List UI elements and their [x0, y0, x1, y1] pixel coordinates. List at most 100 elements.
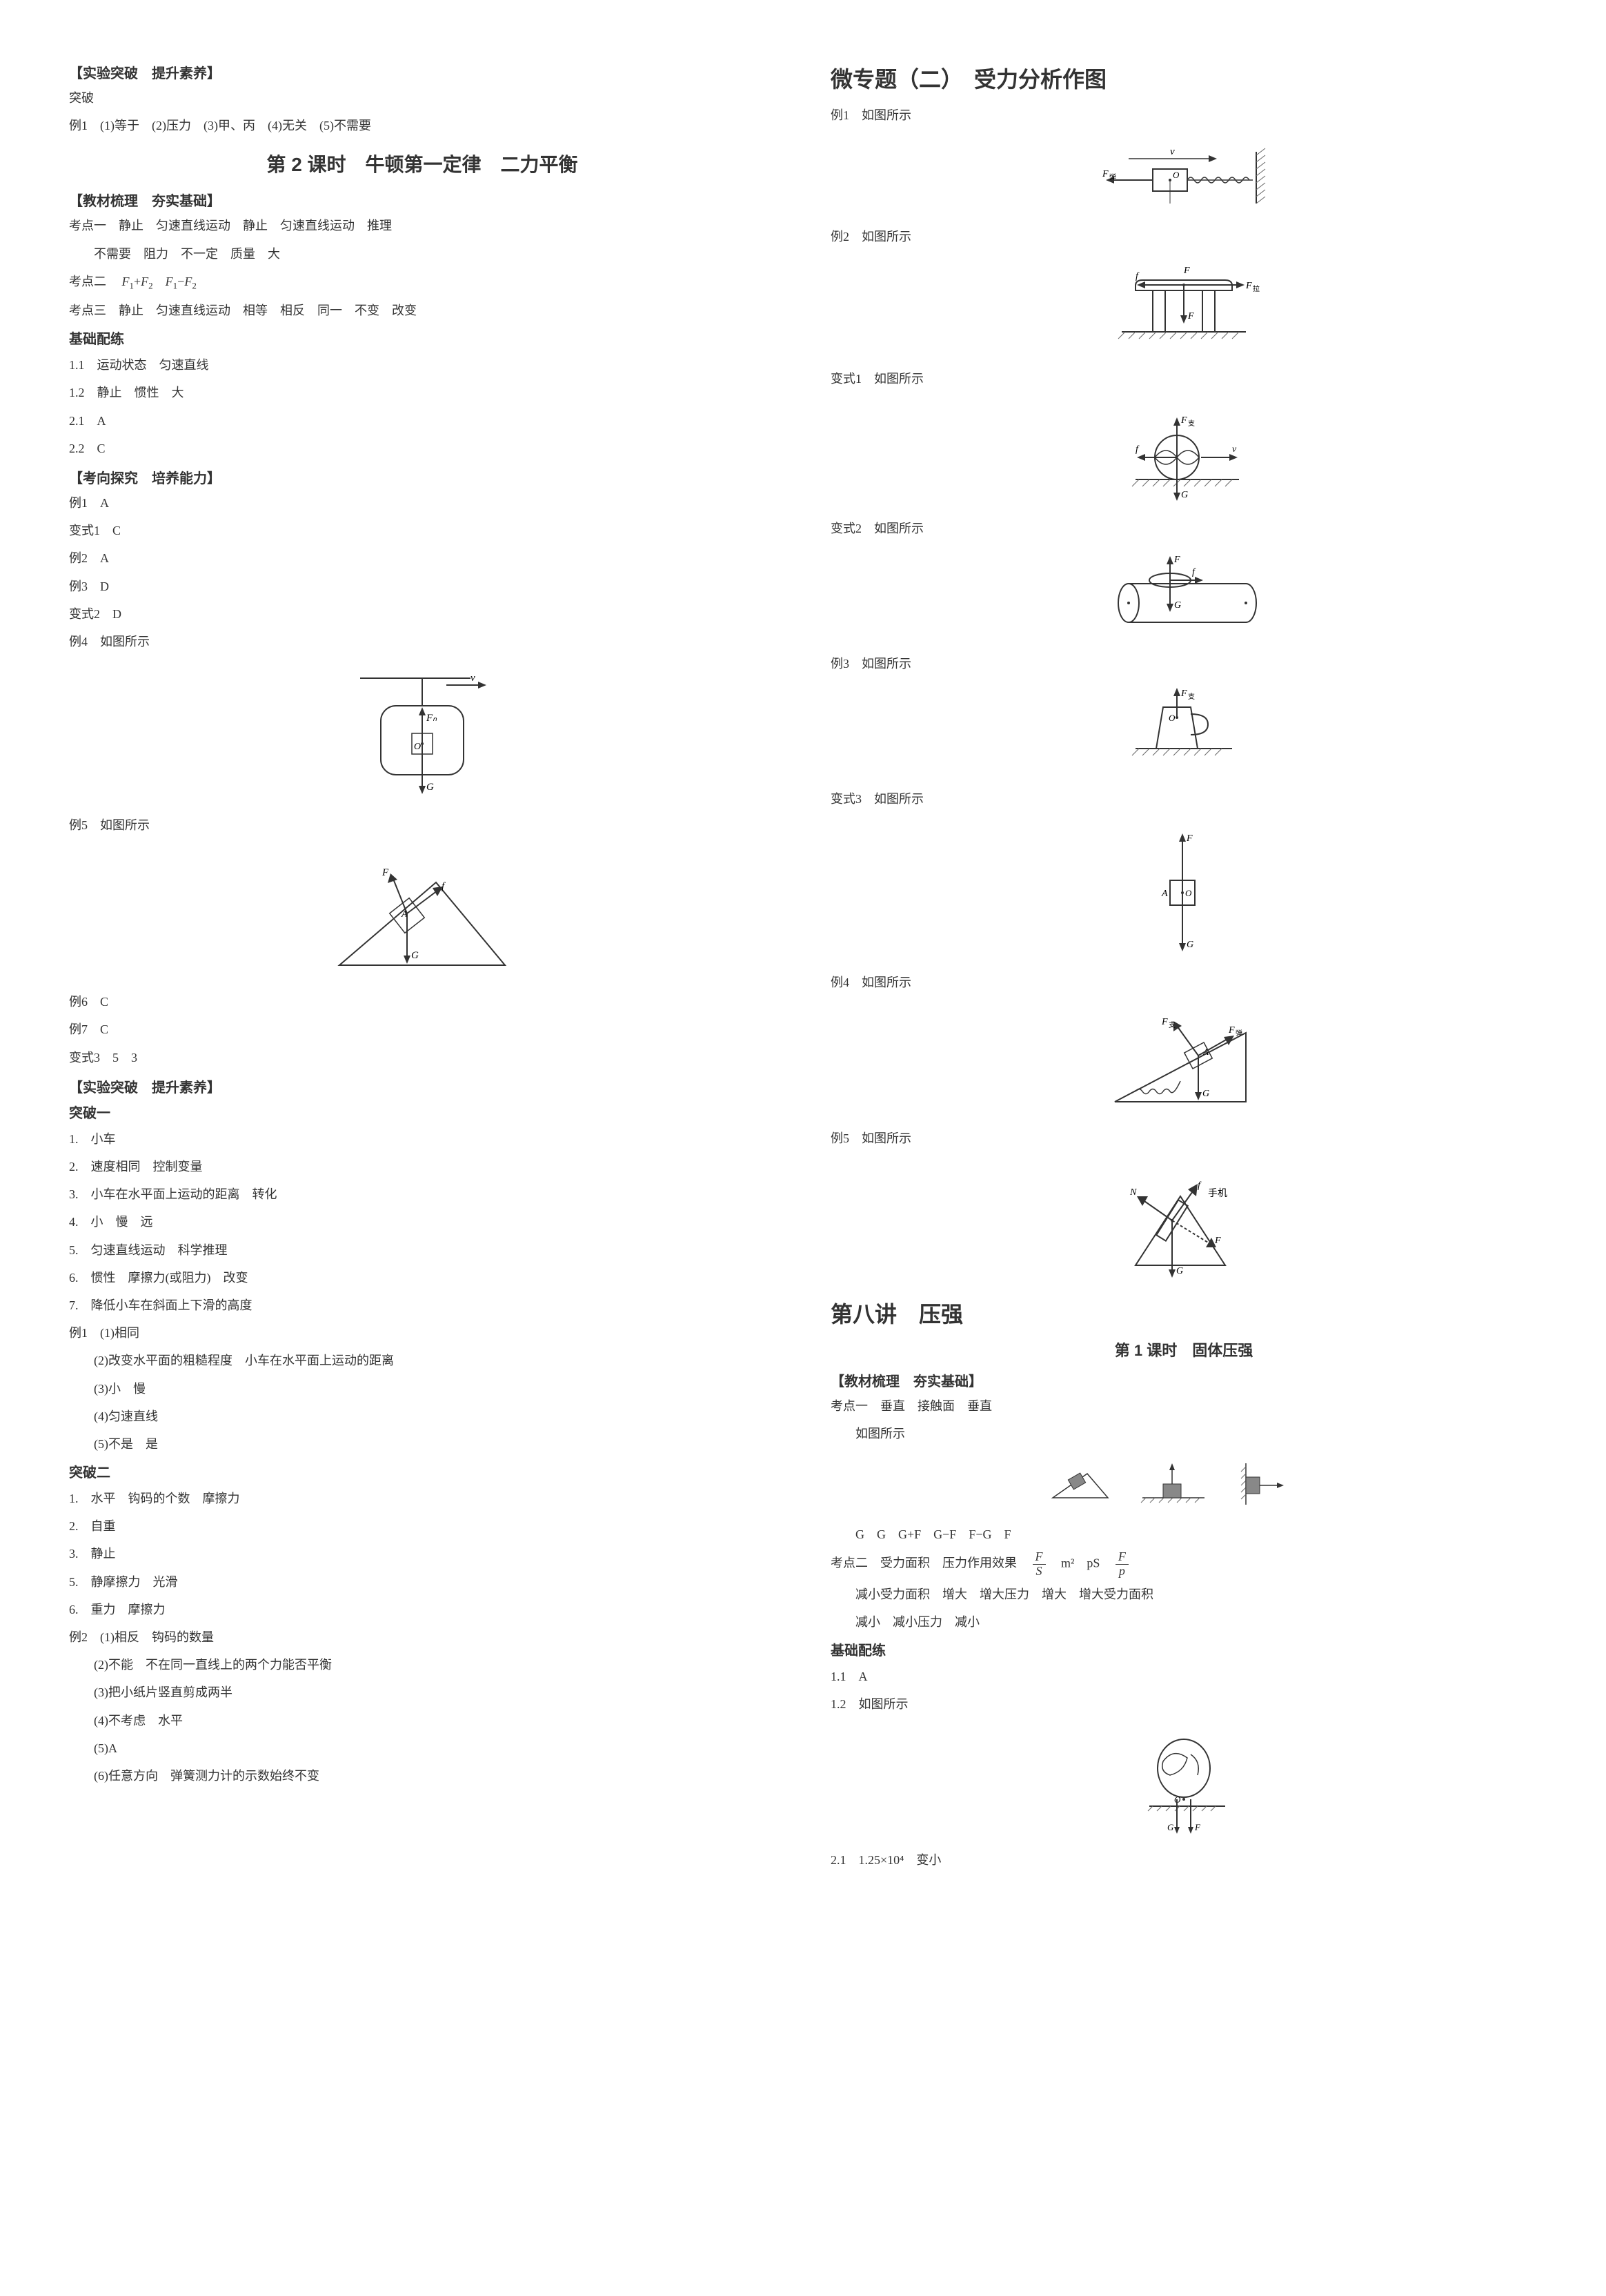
svg-text:v: v: [1170, 146, 1175, 157]
svg-text:G: G: [1167, 1822, 1174, 1832]
text-line: (4)不考虑 水平: [69, 1709, 775, 1732]
svg-text:O: O: [414, 742, 421, 752]
svg-text:G: G: [1174, 600, 1181, 611]
text-line: 1.1 运动状态 匀速直线: [69, 353, 775, 377]
diagram-r-ex4: A F支 F弹 G: [831, 1005, 1537, 1116]
diagram-r-ex5: 手机 N f F G: [831, 1162, 1537, 1286]
svg-text:O: O: [1169, 713, 1176, 723]
diagram-ex4: O Fₙ G v: [69, 664, 775, 802]
section-header: 【考向探究 培养能力】: [69, 467, 775, 487]
text-line: 例4 如图所示: [69, 630, 775, 653]
svg-text:F: F: [1245, 281, 1252, 291]
text-line: 1. 水平 钩码的个数 摩擦力: [69, 1487, 775, 1510]
text-line: 变式3 如图所示: [831, 787, 1537, 811]
svg-text:F: F: [1180, 689, 1187, 699]
diagram-r-ex3: O F支: [831, 686, 1537, 776]
svg-text:支: 支: [1188, 693, 1195, 701]
chapter-title: 第八讲 压强: [831, 1297, 1537, 1329]
text-line: 不需要 阻力 不一定 质量 大: [69, 242, 775, 266]
diagram-r-bs2: F f G: [831, 551, 1537, 641]
text-line: 1.1 A: [831, 1665, 1537, 1688]
text-line: 例2 A: [69, 546, 775, 570]
svg-text:v: v: [1232, 444, 1237, 455]
text-line: 例2 (1)相反 钩码的数量: [69, 1625, 775, 1649]
topic-title: 微专题（二） 受力分析作图: [831, 62, 1537, 94]
svg-text:G: G: [426, 782, 434, 793]
text-line: 1. 小车: [69, 1127, 775, 1151]
text-line: 减小受力面积 增大 增大压力 增大 增大受力面积: [831, 1583, 1537, 1606]
text-line: 例1 A: [69, 491, 775, 515]
text-line: 减小 减小压力 减小: [831, 1610, 1537, 1634]
svg-text:G: G: [411, 950, 419, 961]
svg-text:G: G: [1187, 940, 1193, 950]
text-line: 考点一 静止 匀速直线运动 静止 匀速直线运动 推理: [69, 214, 775, 237]
svg-text:弹: 弹: [1109, 172, 1116, 181]
text-line: 2.2 C: [69, 437, 775, 460]
text-line: 考点一 垂直 接触面 垂直: [831, 1394, 1537, 1418]
text-line: 变式2 如图所示: [831, 517, 1537, 540]
svg-text:G: G: [1176, 1266, 1183, 1276]
svg-text:G: G: [1181, 490, 1188, 500]
text-line: 例5 如图所示: [69, 813, 775, 837]
left-column: 【实验突破 提升素养】 突破 例1 (1)等于 (2)压力 (3)甲、丙 (4)…: [69, 55, 775, 1877]
right-column: 微专题（二） 受力分析作图 例1 如图所示 v O F弹 例2 如图所示: [831, 55, 1537, 1877]
svg-text:f: f: [1198, 1180, 1202, 1191]
text-line: 3. 小车在水平面上运动的距离 转化: [69, 1182, 775, 1206]
section-header: 【实验突破 提升素养】: [69, 62, 775, 82]
diagram-r-ex2: f F F拉 F: [831, 259, 1537, 356]
text-line: 2. 速度相同 控制变量: [69, 1155, 775, 1178]
svg-text:G: G: [1202, 1089, 1209, 1099]
svg-text:F: F: [1183, 266, 1190, 276]
text-line: 1.2 静止 惯性 大: [69, 381, 775, 404]
diagram-r-ex1: v O F弹: [831, 138, 1537, 214]
sub-header: 基础配练: [831, 1639, 1537, 1659]
text-line: 5. 静摩擦力 光滑: [69, 1570, 775, 1594]
text-line: (5)不是 是: [69, 1432, 775, 1456]
text-line: 6. 惯性 摩擦力(或阻力) 改变: [69, 1266, 775, 1289]
svg-text:F: F: [1187, 311, 1194, 321]
text-line: (5)A: [69, 1736, 775, 1760]
text-line: 2.1 A: [69, 409, 775, 433]
text-line: 变式1 C: [69, 519, 775, 542]
svg-text:O: O: [1173, 170, 1180, 180]
svg-text:O: O: [1185, 888, 1192, 898]
text-line: 考点二 受力面积 压力作用效果 FS m² pS Fp: [831, 1550, 1537, 1578]
diagram-r-kd1: [831, 1456, 1537, 1512]
text-line: 例5 如图所示: [831, 1127, 1537, 1150]
text-line: 例1 (1)相同: [69, 1321, 775, 1345]
svg-text:F: F: [1102, 169, 1109, 179]
text-line: 6. 重力 摩擦力: [69, 1598, 775, 1621]
text-line: 例4 如图所示: [831, 971, 1537, 994]
svg-text:拉: 拉: [1253, 284, 1260, 293]
svg-text:支: 支: [1169, 1021, 1176, 1029]
prefix: 考点二: [69, 275, 119, 288]
text-line: 例7 C: [69, 1018, 775, 1041]
text-line: 变式2 D: [69, 602, 775, 626]
svg-text:v: v: [470, 673, 475, 684]
mid: m² pS: [1049, 1556, 1112, 1570]
section-header: 【教材梳理 夯实基础】: [69, 190, 775, 210]
svg-text:F: F: [1228, 1025, 1235, 1036]
sub-header: 突破二: [69, 1461, 775, 1481]
svg-text:弹: 弹: [1236, 1029, 1242, 1038]
svg-text:f: f: [442, 881, 446, 892]
section-header: 【教材梳理 夯实基础】: [831, 1370, 1537, 1390]
text-line: 4. 小 慢 远: [69, 1210, 775, 1234]
svg-text:F: F: [1180, 415, 1187, 426]
text-line: 考点三 静止 匀速直线运动 相等 相反 同一 不变 改变: [69, 299, 775, 322]
svg-text:手机: 手机: [1208, 1188, 1227, 1199]
svg-text:F: F: [1194, 1822, 1201, 1832]
text-line: 如图所示: [831, 1422, 1537, 1445]
diagram-r-bs3: A O F G: [831, 822, 1537, 960]
text-line: 例3 如图所示: [831, 652, 1537, 675]
text-line: 例1 如图所示: [831, 103, 1537, 127]
text-line: 7. 降低小车在斜面上下滑的高度: [69, 1294, 775, 1317]
text-line: 突破: [69, 86, 775, 110]
text-line: 2.1 1.25×10⁴ 变小: [831, 1848, 1537, 1872]
text-line: (3)小 慢: [69, 1377, 775, 1401]
prefix: 考点二 受力面积 压力作用效果: [831, 1556, 1029, 1570]
section-header: 【实验突破 提升素养】: [69, 1076, 775, 1096]
diagram-ex5: A F f G: [69, 848, 775, 979]
svg-text:N: N: [1129, 1187, 1137, 1198]
svg-text:F: F: [381, 867, 389, 878]
